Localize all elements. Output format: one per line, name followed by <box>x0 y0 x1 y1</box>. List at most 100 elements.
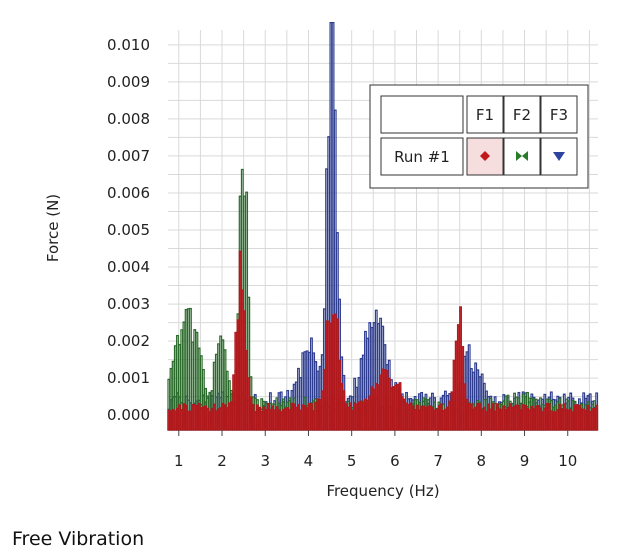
bar-f1 <box>552 411 555 431</box>
bar-f1 <box>554 411 558 431</box>
bar-f1 <box>564 408 568 431</box>
bar-f1 <box>199 407 203 431</box>
bar-f1 <box>446 406 450 431</box>
bar-f1 <box>545 403 549 431</box>
legend-toggle-f2[interactable] <box>503 137 541 176</box>
bar-f1 <box>422 405 426 431</box>
bar-f1 <box>415 404 419 431</box>
x-tick-label: 3 <box>260 452 270 470</box>
bar-f1 <box>500 409 504 431</box>
bar-f1 <box>338 359 341 431</box>
bar-f1 <box>383 369 387 431</box>
x-tick-label: 5 <box>347 452 357 470</box>
bowtie-marker-icon <box>516 151 528 161</box>
bar-f1 <box>281 409 285 431</box>
y-tick-label: 0.008 <box>107 110 150 128</box>
bar-f1 <box>560 408 564 431</box>
bar-f1 <box>426 405 430 431</box>
bar-f1 <box>577 404 581 431</box>
bar-f1 <box>364 398 367 431</box>
bar-f1 <box>495 403 499 431</box>
chart-caption: Free Vibration <box>12 528 145 550</box>
bar-f1 <box>543 407 547 431</box>
bar-f1 <box>305 407 309 431</box>
bar-f1 <box>459 306 462 431</box>
bar-f1 <box>320 390 324 431</box>
bar-f1 <box>593 407 596 431</box>
bar-f1 <box>245 350 249 431</box>
bar-f1 <box>476 402 480 431</box>
bar-f1 <box>318 399 322 431</box>
bar-f1 <box>573 404 577 431</box>
chart: 0.000 0.001 0.002 0.003 0.004 0.005 0.006 0.007… <box>44 21 599 500</box>
bar-f1 <box>195 405 199 431</box>
bar-f1 <box>210 407 214 431</box>
bar-f1 <box>515 404 519 431</box>
bar-f1 <box>260 410 264 431</box>
y-axis-label: Force (N) <box>44 194 62 262</box>
bar-f1 <box>258 406 262 431</box>
bar-f1 <box>443 408 447 431</box>
bar-f1 <box>428 405 432 431</box>
bar-f1 <box>374 383 378 431</box>
bar-f1 <box>182 403 186 431</box>
bar-f1 <box>558 403 562 431</box>
bar-f1 <box>595 404 599 431</box>
bar-f1 <box>314 401 318 431</box>
bar-f1 <box>223 404 227 431</box>
bar-f1 <box>437 405 441 431</box>
bar-f1 <box>171 408 175 431</box>
bar-f1 <box>340 383 344 431</box>
bar-f1 <box>402 398 406 431</box>
bar-f1 <box>467 403 471 431</box>
bar-f1 <box>346 406 350 431</box>
bar-f1 <box>498 408 501 431</box>
bar-f1 <box>186 410 190 431</box>
bar-f1 <box>450 391 454 431</box>
y-tick-label: 0.001 <box>107 369 150 387</box>
bar-f1 <box>433 409 437 431</box>
x-axis-ticks: 1 2 3 4 5 6 7 8 9 10 <box>174 430 577 470</box>
bar-f1 <box>299 409 303 431</box>
bar-f1 <box>418 409 421 431</box>
bar-f1 <box>357 401 361 431</box>
bar-f1 <box>290 402 294 431</box>
bar-f1 <box>407 404 411 431</box>
bar-f1 <box>448 400 452 431</box>
bar-f1 <box>385 369 389 431</box>
bar-f1 <box>389 387 393 431</box>
bar-f1 <box>344 403 348 431</box>
bar-f1 <box>409 402 413 431</box>
bar-f1 <box>355 403 359 431</box>
bar-f1 <box>234 331 238 431</box>
legend-header-f1[interactable] <box>466 95 504 134</box>
bar-f1 <box>366 399 370 431</box>
bar-f1 <box>519 409 523 431</box>
bar-f1 <box>301 404 305 431</box>
legend-header-f2[interactable] <box>503 95 541 134</box>
bar-f1 <box>580 408 583 431</box>
bar-f1 <box>173 410 177 431</box>
bar-f1 <box>329 322 333 431</box>
bar-f1 <box>469 403 473 431</box>
bar-f1 <box>472 408 475 431</box>
diamond-marker-icon <box>480 151 490 161</box>
bar-f1 <box>238 250 242 431</box>
legend-header-f3-label: F3 <box>550 106 568 124</box>
legend-header-f3[interactable] <box>540 95 578 134</box>
bar-f1 <box>189 410 192 431</box>
bar-f1 <box>219 407 223 431</box>
x-tick-label: 4 <box>304 452 314 470</box>
bar-f1 <box>169 410 173 431</box>
bar-f1 <box>396 383 400 431</box>
bar-f1 <box>197 402 201 431</box>
bar-f1 <box>420 405 424 431</box>
bar-f1 <box>398 382 402 431</box>
bar-f1 <box>502 405 506 431</box>
bar-f1 <box>264 409 268 431</box>
bar-f1 <box>405 402 408 431</box>
bar-f1 <box>575 404 579 431</box>
bar-f1 <box>584 409 588 431</box>
bar-f1 <box>556 409 560 431</box>
bar-f1 <box>201 406 205 431</box>
